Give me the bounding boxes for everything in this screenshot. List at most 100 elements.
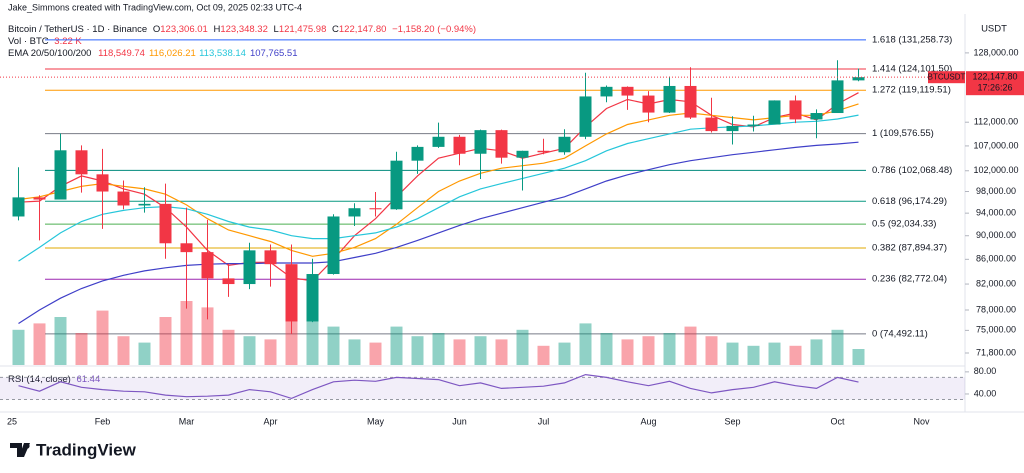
candle-body — [642, 95, 655, 113]
x-tick-label: Feb — [95, 416, 111, 426]
candle-body — [600, 86, 613, 97]
legend-ema: EMA 20/50/100/200 118,549.74 116,026.21 11… — [8, 48, 297, 59]
y-tick-label: 128,000.00 — [973, 47, 1018, 57]
ema-line — [18, 103, 859, 257]
ohlc-key: L — [274, 24, 279, 35]
volume-bar — [810, 339, 823, 365]
ema-value: 113,538.14 — [199, 48, 246, 59]
volume-bar — [33, 323, 46, 365]
volume-bar — [96, 310, 109, 365]
ema-value: 118,549.74 — [98, 48, 145, 59]
ohlc-value: 122,147.80 — [339, 24, 387, 35]
ema-label: EMA 20/50/100/200 — [8, 48, 91, 59]
candle-body — [117, 191, 130, 206]
candle-body — [495, 130, 508, 158]
x-tick-label: 25 — [7, 416, 17, 426]
legend-volume: Vol · BTC 3.22 K — [8, 36, 82, 47]
volume-bar — [495, 339, 508, 365]
candle-body — [306, 274, 319, 322]
volume-bar — [411, 336, 424, 365]
symbol: Bitcoin / TetherUS · 1D · Binance — [8, 24, 147, 35]
volume-bar — [369, 342, 382, 365]
price-tag — [966, 71, 1024, 96]
rsi-label: RSI (14, close) — [8, 374, 71, 385]
y-tick-label: 112,000.00 — [974, 117, 1018, 127]
candle-body — [852, 77, 865, 81]
symbol-tag — [928, 71, 965, 84]
candle-body — [54, 150, 67, 200]
candle-body — [621, 86, 634, 96]
volume-bar — [327, 326, 340, 365]
volume-bar — [684, 326, 697, 365]
candle-body — [222, 278, 235, 285]
ema-line — [18, 141, 859, 325]
candle-body — [390, 160, 403, 210]
ohlc-value: 121,475.98 — [279, 24, 327, 35]
fib-label: 0.5 (92,034.33) — [872, 219, 936, 230]
candle-body — [12, 197, 25, 217]
legend-symbol: Bitcoin / TetherUS · 1D · Binance O123,3… — [8, 24, 476, 35]
candle-body — [348, 208, 361, 217]
ema-value: 116,026.21 — [149, 48, 196, 59]
candle-body — [474, 130, 487, 154]
volume-bar — [558, 342, 571, 365]
candle-body — [243, 250, 256, 285]
y-tick-label: 94,000.00 — [976, 208, 1016, 218]
candle-body — [789, 100, 802, 120]
y-tick-label: 78,000.00 — [976, 304, 1016, 314]
fib-label: 1.272 (119,119.51) — [872, 85, 951, 96]
candle-body — [705, 117, 718, 132]
volume-value: 3.22 K — [54, 36, 82, 47]
y-tick-label: 102,000.00 — [973, 165, 1018, 175]
candle-body — [537, 150, 550, 153]
credit: Jake_Simmons created with TradingView.co… — [8, 2, 302, 12]
volume-bar — [12, 329, 25, 365]
y-tick-label: 98,000.00 — [976, 186, 1016, 196]
volume-bar — [768, 342, 781, 365]
volume-bar — [54, 317, 67, 365]
symbol-tag-text: BTCUSDT — [928, 72, 966, 81]
change: −1,158.20 (−0.94%) — [392, 24, 476, 35]
logo-text: TradingView — [36, 440, 137, 459]
candle-body — [810, 113, 823, 120]
y-tick-label: 75,000.00 — [976, 325, 1016, 335]
candle-body — [747, 124, 760, 126]
candle-body — [516, 150, 529, 158]
y-tick-label: 86,000.00 — [976, 254, 1016, 264]
volume-bar — [180, 301, 193, 365]
candle-body — [663, 85, 676, 113]
volume-label: Vol · BTC — [8, 36, 49, 47]
candle-body — [726, 125, 739, 132]
volume-bar — [852, 349, 865, 365]
volume-bar — [201, 307, 214, 365]
logo-dot — [24, 443, 30, 449]
fib-label: 0.382 (87,894.37) — [872, 243, 947, 254]
ohlc-value: 123,306.01 — [160, 24, 208, 35]
volume-bar — [75, 333, 88, 365]
volume-bar — [117, 336, 130, 365]
candle-body — [159, 203, 172, 244]
volume-bar — [348, 339, 361, 365]
volume-bar — [138, 342, 151, 365]
ohlc-key: C — [332, 24, 339, 35]
x-tick-label: Sep — [724, 416, 740, 426]
candle-body — [201, 252, 214, 279]
candle-body — [411, 146, 424, 161]
legend-rsi: RSI (14, close) 61.44 — [8, 374, 100, 385]
fib-label: 0.786 (102,068.48) — [872, 165, 952, 176]
candle-body — [75, 150, 88, 175]
candle-body — [432, 136, 445, 147]
fib-label: 0 (74,492.11) — [872, 328, 928, 339]
volume-bar — [579, 323, 592, 365]
x-tick-label: Jul — [538, 416, 550, 426]
volume-bar — [306, 320, 319, 365]
price-tag-text: 122,147.80 — [972, 72, 1017, 82]
y-tick-label: 90,000.00 — [976, 230, 1016, 240]
y-tick-label: 107,000.00 — [973, 140, 1018, 150]
candle-body — [285, 264, 298, 322]
volume-bar — [747, 345, 760, 365]
ema-value: 107,765.51 — [250, 48, 298, 59]
x-tick-label: Mar — [179, 416, 195, 426]
